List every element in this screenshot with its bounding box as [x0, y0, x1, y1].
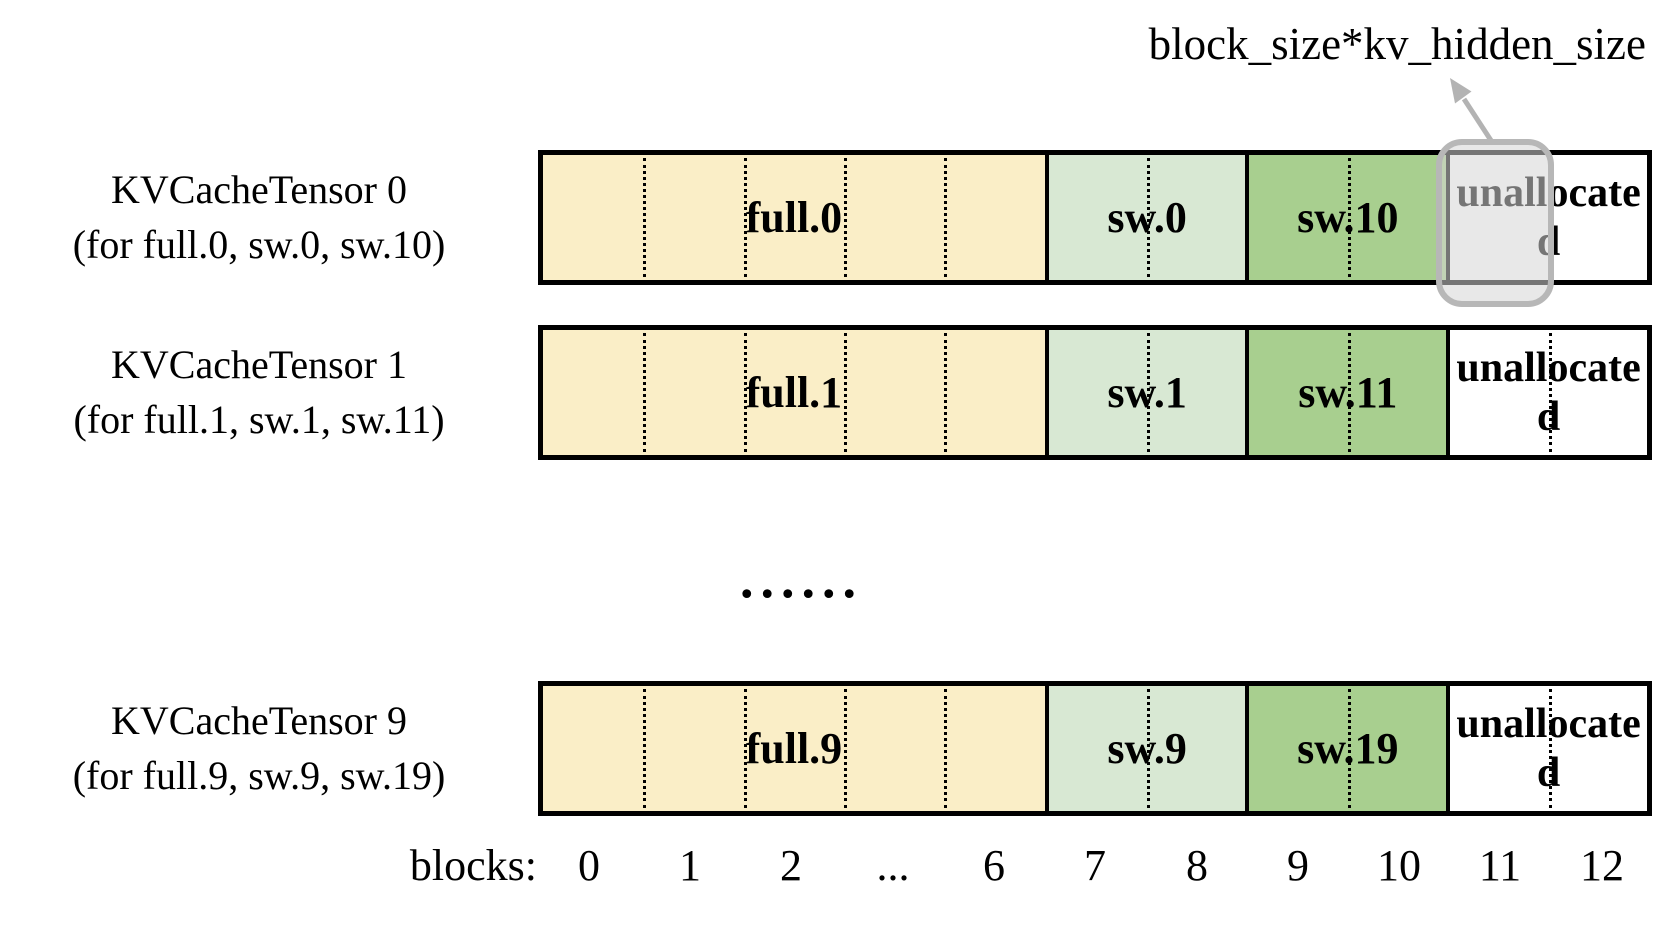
blocks-axis-label: blocks:	[409, 841, 537, 890]
segment-sw-high: sw.11	[1245, 330, 1447, 455]
annotation-arrow-icon	[1450, 78, 1495, 144]
blocks-axis: blocks: 0 1 2 ... 6 7 8 9 10 11 12	[0, 840, 1676, 900]
block-divider	[643, 689, 647, 808]
tensor-row-subtitle: (for full.9, sw.9, sw.19)	[72, 752, 446, 798]
segment-label: sw.10	[1297, 193, 1399, 242]
segment-sw-low: sw.9	[1044, 686, 1246, 811]
axis-tick: 10	[1377, 841, 1421, 890]
segment-label: unallocated	[1456, 701, 1641, 796]
segment-unallocated: unallocated	[1446, 686, 1647, 811]
block-divider	[944, 333, 948, 452]
tensor-row-subtitle: (for full.0, sw.0, sw.10)	[72, 221, 446, 267]
block-divider	[844, 158, 848, 277]
block-divider	[1347, 333, 1351, 452]
segment-label: unallocated	[1456, 345, 1641, 440]
segment-full: full.0	[543, 155, 1045, 280]
segment-sw-high: sw.19	[1245, 686, 1447, 811]
block-divider	[844, 689, 848, 808]
segment-label: sw.1	[1107, 368, 1187, 417]
axis-tick: 11	[1478, 841, 1522, 890]
block-divider	[844, 333, 848, 452]
segment-sw-low: sw.0	[1044, 155, 1246, 280]
tensor-row: KVCacheTensor 1 (for full.1, sw.1, sw.11…	[0, 325, 1676, 460]
segment-label: sw.9	[1107, 724, 1187, 773]
segment-label: full.1	[745, 368, 843, 417]
segment-label: sw.11	[1298, 368, 1398, 417]
axis-tick: 9	[1287, 841, 1309, 890]
annotation-label: block_size*kv_hidden_size	[1148, 19, 1646, 69]
block-divider	[944, 689, 948, 808]
block-highlight	[1436, 139, 1554, 307]
tensor-row: KVCacheTensor 9 (for full.9, sw.9, sw.19…	[0, 681, 1676, 816]
tensor-row-title: KVCacheTensor 1	[111, 342, 407, 388]
tensor-row-title: KVCacheTensor 9	[111, 698, 407, 744]
tensor-row-title: KVCacheTensor 0	[111, 167, 407, 213]
block-divider	[743, 333, 747, 452]
rows-ellipsis: ......	[740, 549, 863, 609]
block-divider	[643, 158, 647, 277]
axis-tick: ...	[876, 841, 910, 890]
segment-full: full.1	[543, 330, 1045, 455]
block-divider	[1347, 158, 1351, 277]
tensor-row-label: KVCacheTensor 1 (for full.1, sw.1, sw.11…	[0, 325, 518, 460]
axis-tick: 12	[1580, 841, 1624, 890]
block-divider	[1147, 158, 1151, 277]
axis-tick: 6	[983, 841, 1005, 890]
block-divider	[944, 158, 948, 277]
segment-sw-low: sw.1	[1044, 330, 1246, 455]
tensor-row: KVCacheTensor 0 (for full.0, sw.0, sw.10…	[0, 150, 1676, 285]
block-divider	[643, 333, 647, 452]
segment-unallocated: unallocated	[1446, 330, 1647, 455]
axis-tick: 2	[780, 841, 802, 890]
block-divider	[1548, 333, 1552, 452]
block-divider	[743, 158, 747, 277]
block-divider	[1147, 333, 1151, 452]
block-divider	[1548, 689, 1552, 808]
axis-tick: 7	[1084, 841, 1106, 890]
axis-tick: 0	[578, 841, 600, 890]
kv-cache-bar: full.9 sw.9 sw.19 unallocated	[538, 681, 1652, 816]
axis-tick: 8	[1186, 841, 1208, 890]
tensor-row-subtitle: (for full.1, sw.1, sw.11)	[73, 396, 445, 442]
segment-label: sw.19	[1297, 724, 1399, 773]
segment-sw-high: sw.10	[1245, 155, 1447, 280]
segment-label: full.9	[745, 724, 843, 773]
axis-tick: 1	[679, 841, 701, 890]
segment-full: full.9	[543, 686, 1045, 811]
block-divider	[1147, 689, 1151, 808]
block-divider	[743, 689, 747, 808]
tensor-row-label: KVCacheTensor 9 (for full.9, sw.9, sw.19…	[0, 681, 518, 816]
segment-label: sw.0	[1107, 193, 1187, 242]
kv-cache-bar: full.1 sw.1 sw.11 unallocated	[538, 325, 1652, 460]
tensor-row-label: KVCacheTensor 0 (for full.0, sw.0, sw.10…	[0, 150, 518, 285]
segment-label: full.0	[745, 193, 843, 242]
block-divider	[1347, 689, 1351, 808]
